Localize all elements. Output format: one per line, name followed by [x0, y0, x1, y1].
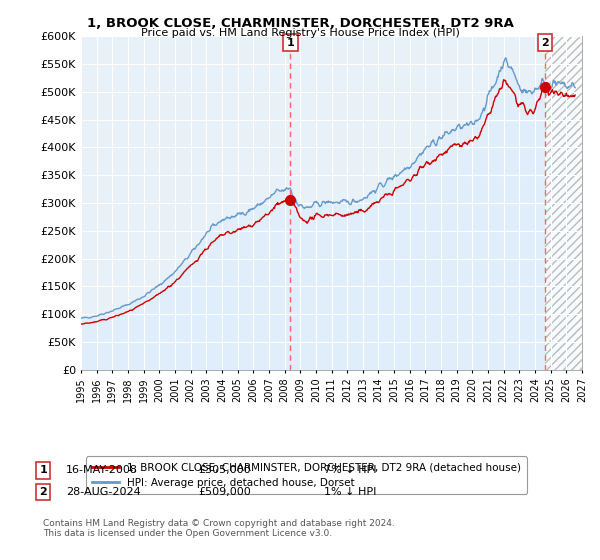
Text: £305,000: £305,000 [198, 465, 251, 475]
Text: Contains HM Land Registry data © Crown copyright and database right 2024.
This d: Contains HM Land Registry data © Crown c… [43, 519, 395, 538]
Text: 1: 1 [40, 465, 47, 475]
Text: £509,000: £509,000 [198, 487, 251, 497]
Text: 16-MAY-2008: 16-MAY-2008 [66, 465, 138, 475]
Legend: 1, BROOK CLOSE, CHARMINSTER, DORCHESTER, DT2 9RA (detached house), HPI: Average : 1, BROOK CLOSE, CHARMINSTER, DORCHESTER,… [86, 456, 527, 494]
Text: 7% ↓ HPI: 7% ↓ HPI [324, 465, 377, 475]
Text: 1: 1 [286, 38, 294, 48]
Text: 2: 2 [541, 38, 549, 48]
Text: 28-AUG-2024: 28-AUG-2024 [66, 487, 141, 497]
Text: 2: 2 [40, 487, 47, 497]
Text: 1% ↓ HPI: 1% ↓ HPI [324, 487, 376, 497]
Text: 1, BROOK CLOSE, CHARMINSTER, DORCHESTER, DT2 9RA: 1, BROOK CLOSE, CHARMINSTER, DORCHESTER,… [86, 17, 514, 30]
Text: Price paid vs. HM Land Registry's House Price Index (HPI): Price paid vs. HM Land Registry's House … [140, 28, 460, 38]
